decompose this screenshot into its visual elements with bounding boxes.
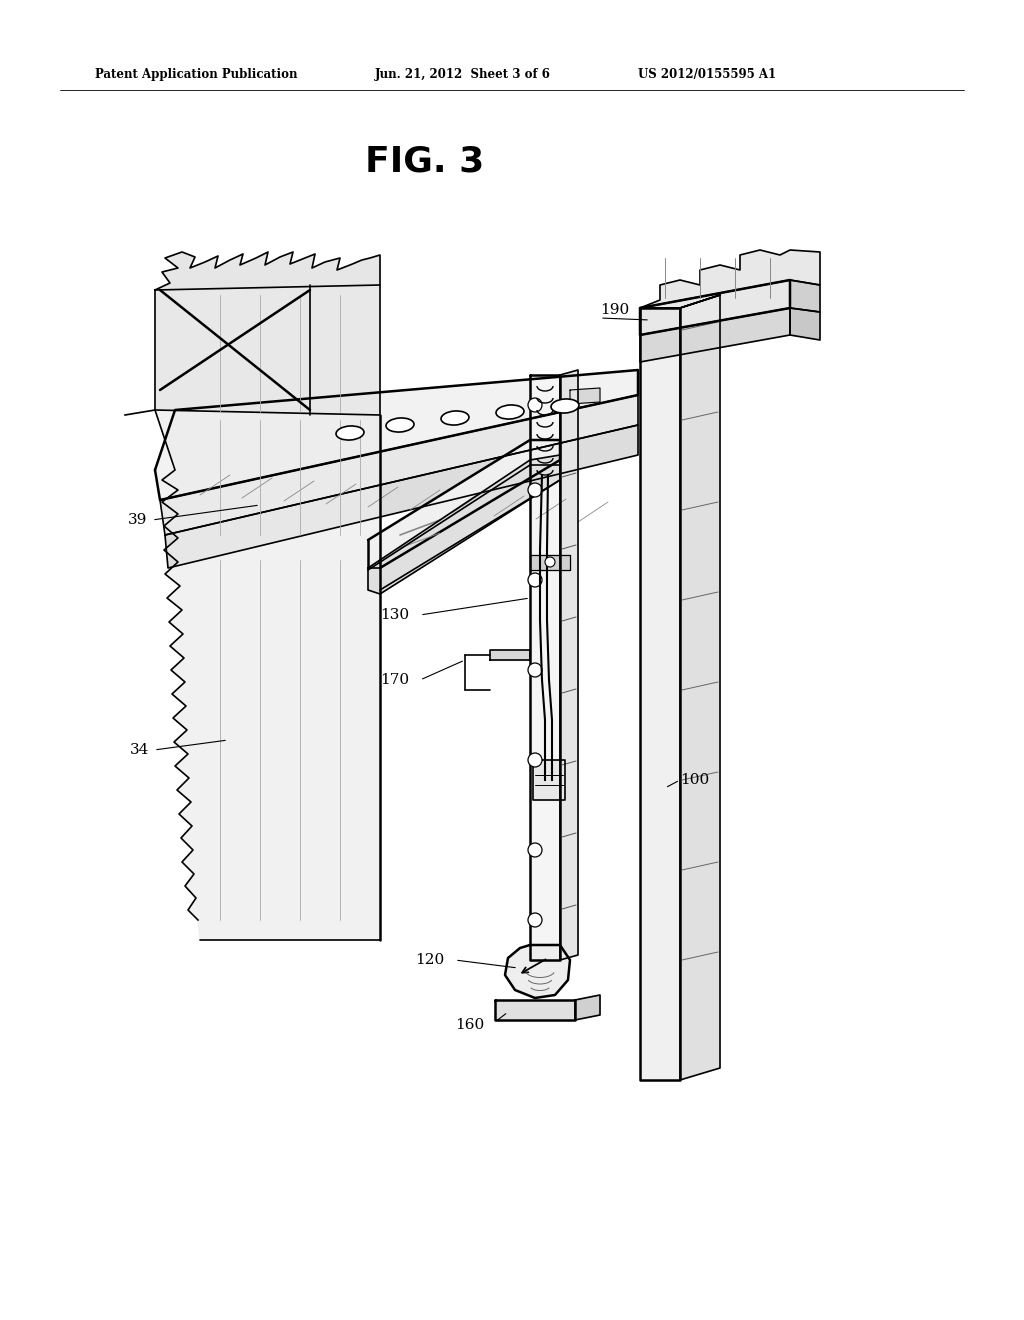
Text: 100: 100 [680,774,710,787]
Circle shape [528,752,542,767]
Polygon shape [640,249,820,308]
Circle shape [528,483,542,498]
Text: 39: 39 [128,513,147,527]
Polygon shape [155,252,380,290]
Circle shape [528,399,542,412]
Circle shape [528,663,542,677]
Polygon shape [530,554,570,570]
Ellipse shape [336,426,364,440]
Text: Patent Application Publication: Patent Application Publication [95,69,298,81]
Polygon shape [790,280,820,312]
Polygon shape [155,370,638,500]
Text: Jun. 21, 2012  Sheet 3 of 6: Jun. 21, 2012 Sheet 3 of 6 [375,69,551,81]
Text: 120: 120 [415,953,444,968]
Circle shape [528,843,542,857]
Polygon shape [570,388,600,404]
Polygon shape [640,308,680,1080]
Polygon shape [155,285,380,414]
Circle shape [545,557,555,568]
Text: 190: 190 [600,304,630,317]
Text: FIG. 3: FIG. 3 [365,145,484,180]
Polygon shape [160,395,638,535]
Text: 170: 170 [380,673,410,686]
Polygon shape [560,370,578,960]
Polygon shape [790,308,820,341]
Polygon shape [165,425,638,568]
Polygon shape [125,411,380,940]
Ellipse shape [496,405,524,418]
Ellipse shape [386,418,414,432]
Polygon shape [640,294,720,308]
Polygon shape [155,252,380,290]
Ellipse shape [551,399,579,413]
Polygon shape [534,760,565,800]
Text: 34: 34 [130,743,150,756]
Polygon shape [505,945,570,998]
Circle shape [528,573,542,587]
Polygon shape [640,280,790,335]
Polygon shape [490,649,530,660]
Ellipse shape [441,411,469,425]
Polygon shape [495,1001,575,1020]
Polygon shape [530,375,560,960]
Polygon shape [575,995,600,1020]
Polygon shape [368,455,560,594]
Polygon shape [368,440,560,568]
Text: 160: 160 [455,1018,484,1032]
Polygon shape [368,465,560,590]
Text: 130: 130 [380,609,410,622]
Text: US 2012/0155595 A1: US 2012/0155595 A1 [638,69,776,81]
Circle shape [528,913,542,927]
Polygon shape [680,294,720,1080]
Polygon shape [640,308,790,362]
